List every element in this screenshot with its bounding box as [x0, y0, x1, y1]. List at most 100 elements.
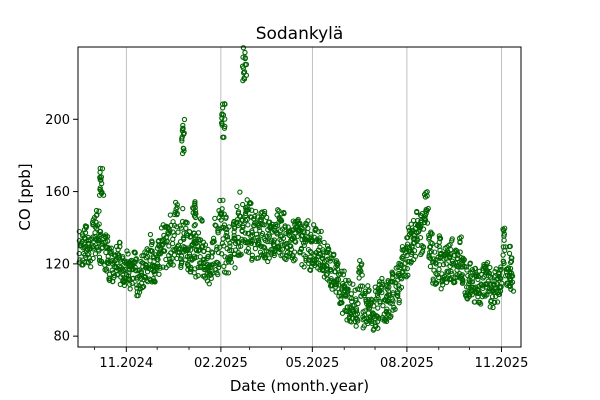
- data-point: [252, 245, 259, 252]
- data-point: [122, 266, 128, 273]
- data-point: [382, 318, 388, 324]
- data-point: [210, 238, 217, 244]
- data-point: [140, 284, 147, 290]
- data-point: [508, 258, 515, 264]
- data-point: [125, 273, 132, 279]
- data-point: [319, 255, 325, 261]
- x-tick-label: 02.2025: [194, 356, 248, 371]
- data-point: [231, 232, 237, 239]
- data-point: [414, 237, 420, 243]
- data-point: [221, 224, 227, 231]
- data-point: [242, 56, 248, 62]
- data-point: [222, 254, 228, 260]
- data-point: [237, 189, 243, 195]
- data-point: [278, 211, 285, 217]
- data-point: [480, 275, 486, 281]
- data-point: [271, 250, 277, 257]
- data-point: [283, 256, 289, 263]
- data-point: [368, 299, 375, 305]
- data-point: [99, 166, 106, 172]
- data-point: [174, 224, 180, 230]
- data-point: [158, 249, 164, 255]
- data-point: [253, 231, 260, 237]
- data-point: [97, 231, 104, 238]
- data-point: [365, 288, 372, 294]
- data-point: [242, 210, 249, 217]
- data-point: [242, 61, 248, 68]
- data-point: [96, 240, 102, 246]
- data-point: [249, 229, 255, 236]
- data-point: [266, 255, 272, 261]
- data-point: [200, 243, 206, 249]
- data-point: [218, 212, 224, 218]
- data-point: [261, 208, 268, 215]
- data-point: [379, 275, 385, 282]
- data-point: [501, 227, 507, 234]
- data-point: [447, 255, 453, 261]
- data-point: [506, 250, 513, 257]
- data-point: [361, 293, 367, 299]
- data-point: [295, 228, 302, 234]
- data-point: [178, 259, 185, 265]
- data-point: [358, 293, 364, 299]
- data-point: [496, 273, 502, 280]
- data-point: [433, 280, 439, 287]
- data-point: [225, 237, 231, 243]
- data-point: [305, 225, 311, 231]
- data-point: [510, 288, 517, 294]
- data-point: [197, 254, 203, 260]
- data-point: [223, 215, 229, 221]
- data-point: [190, 210, 196, 216]
- data-point: [347, 280, 353, 286]
- data-point: [142, 249, 148, 255]
- data-point: [244, 197, 250, 203]
- data-point: [171, 211, 178, 218]
- data-point: [193, 233, 199, 239]
- data-point: [500, 252, 506, 258]
- data-point: [357, 257, 363, 264]
- data-point: [318, 228, 324, 234]
- data-point: [475, 288, 481, 294]
- data-point: [327, 267, 333, 273]
- data-point: [98, 188, 104, 194]
- data-point: [259, 230, 266, 237]
- data-point: [501, 237, 507, 243]
- data-point: [279, 246, 286, 252]
- data-point: [252, 208, 259, 215]
- data-point: [170, 262, 176, 268]
- data-point: [208, 275, 214, 281]
- data-point: [408, 260, 414, 266]
- data-point: [458, 234, 464, 240]
- data-point: [373, 296, 379, 302]
- data-point: [240, 201, 246, 208]
- data-point: [164, 238, 170, 244]
- data-point: [333, 289, 339, 295]
- data-point: [498, 264, 504, 270]
- data-point: [97, 185, 103, 191]
- data-point: [448, 246, 454, 253]
- data-point: [432, 249, 438, 255]
- data-point: [489, 294, 496, 300]
- x-axis-label: Date (month.year): [230, 377, 369, 395]
- data-point: [385, 288, 392, 294]
- data-point: [151, 268, 157, 274]
- data-point: [223, 260, 229, 266]
- data-point: [398, 262, 404, 269]
- data-point: [92, 251, 99, 257]
- data-point: [253, 219, 259, 226]
- data-point: [448, 268, 454, 275]
- data-point: [374, 313, 380, 319]
- data-point: [209, 249, 215, 255]
- data-point: [134, 274, 141, 280]
- data-point: [428, 231, 434, 237]
- data-point: [244, 216, 250, 223]
- data-point: [218, 120, 225, 126]
- data-point: [455, 252, 461, 258]
- data-point: [249, 237, 255, 243]
- data-point: [232, 247, 239, 253]
- data-point: [348, 291, 354, 297]
- data-point: [325, 247, 331, 253]
- data-point: [450, 260, 457, 266]
